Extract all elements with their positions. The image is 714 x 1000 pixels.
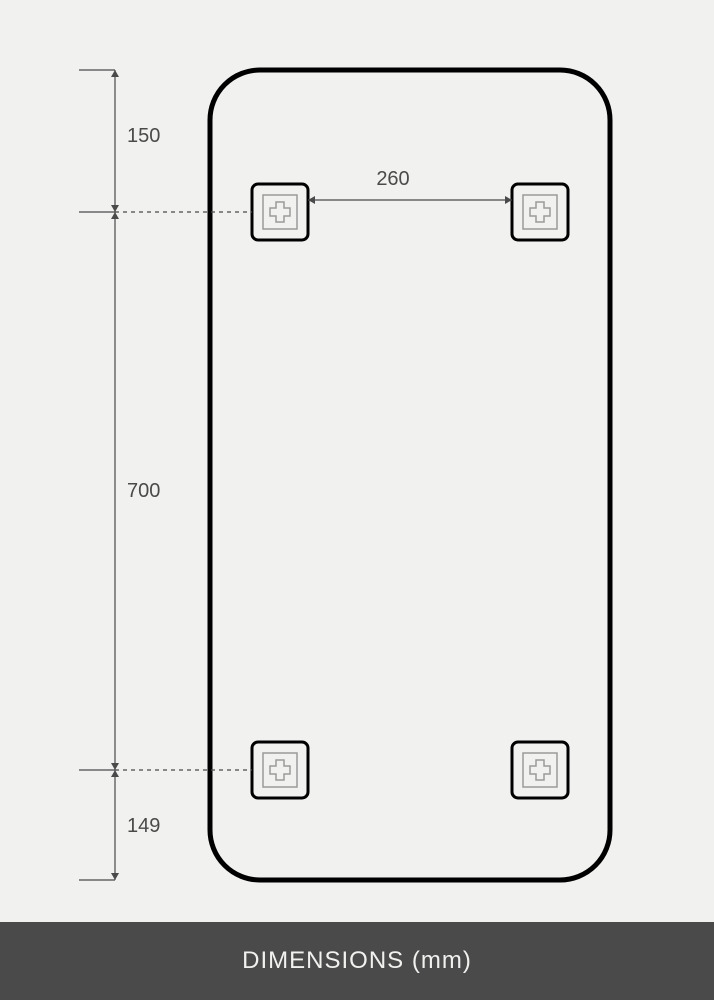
- dimension-drawing: 150 700 149 260 DIMENSIONS (mm): [0, 0, 714, 1000]
- dim-label-top: 150: [127, 125, 160, 148]
- dim-label-middle: 700: [127, 480, 160, 503]
- dim-label-hspan: 260: [376, 168, 409, 191]
- footer-bar: DIMENSIONS (mm): [0, 922, 714, 1000]
- drawing-canvas: [0, 0, 714, 1000]
- dim-label-bottom: 149: [127, 815, 160, 838]
- footer-text: DIMENSIONS (mm): [242, 947, 472, 975]
